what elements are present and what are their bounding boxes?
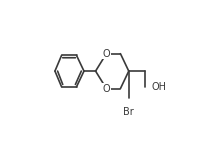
Text: Br: Br [123, 107, 134, 117]
Text: O: O [103, 83, 110, 94]
Text: OH: OH [152, 82, 166, 92]
Text: O: O [103, 49, 110, 59]
